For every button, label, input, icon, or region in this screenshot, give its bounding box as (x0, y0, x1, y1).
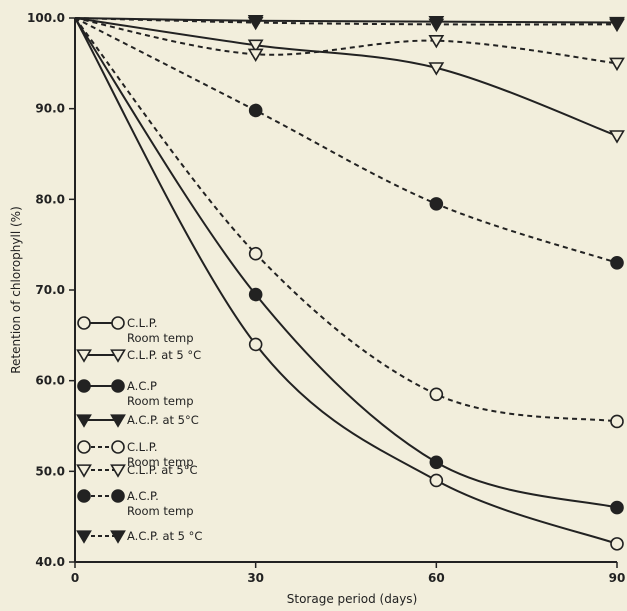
y-tick-label: 70.0 (35, 283, 65, 297)
series-line (74, 17, 618, 509)
legend-label: C.L.P. (127, 440, 158, 454)
series-group (74, 15, 625, 551)
x-axis-title: Storage period (days) (287, 592, 418, 606)
data-point (248, 337, 263, 352)
data-point (609, 130, 625, 144)
legend-item: C.L.P. at 5°C (76, 463, 198, 478)
data-point (609, 18, 625, 33)
legend-marker-left (77, 489, 91, 503)
legend-marker-left (76, 349, 92, 363)
legend-marker-left (77, 379, 91, 393)
legend-item: A.C.P.Room temp (77, 489, 194, 518)
data-point (428, 34, 445, 49)
legend-label-line2: Room temp (127, 331, 194, 345)
y-tick-label: 60.0 (35, 374, 65, 388)
x-tick-label: 0 (71, 571, 79, 585)
legend-label: C.L.P. at 5 °C (127, 348, 201, 362)
series (74, 17, 624, 515)
legend-item: A.C.P. at 5 °C (76, 529, 202, 544)
series (74, 17, 625, 72)
legend-label: A.C.P. at 5°C (127, 413, 199, 427)
data-point (428, 62, 445, 76)
data-point (248, 287, 263, 302)
legend-item: C.L.P.Room temp (77, 316, 194, 345)
series-line (74, 17, 618, 423)
legend-label: C.L.P. at 5°C (127, 463, 198, 477)
data-point (610, 414, 624, 429)
legend-item: A.C.P. at 5°C (76, 413, 199, 428)
data-point (610, 255, 624, 270)
legend-marker-right (110, 414, 126, 428)
legend-marker-left (76, 464, 92, 478)
legend-marker-right (111, 440, 125, 454)
data-point (247, 16, 264, 31)
data-point (428, 18, 445, 33)
data-point (247, 48, 264, 63)
data-point (248, 246, 263, 261)
legend-marker-left (77, 316, 91, 330)
legend-label-line2: Room temp (127, 455, 194, 469)
x-tick-label: 60 (428, 571, 445, 585)
legend-marker-left (77, 440, 91, 454)
legend-label: A.C.P. (127, 489, 159, 503)
series (74, 17, 624, 270)
y-tick-label: 50.0 (35, 464, 65, 478)
series (74, 17, 625, 144)
data-point (429, 473, 444, 488)
legend-marker-right (111, 489, 125, 503)
y-axis-title: Retention of chlorophyll (%) (9, 206, 23, 374)
y-tick-label: 80.0 (35, 192, 65, 206)
series-line (74, 17, 618, 545)
legend-label: C.L.P. (127, 316, 158, 330)
legend-marker-right (110, 349, 126, 363)
data-point (429, 455, 444, 470)
data-point (429, 197, 444, 211)
x-tick-label: 30 (247, 571, 264, 585)
series-line (74, 17, 618, 264)
legend-item: C.L.P.Room temp (77, 440, 194, 469)
legend-marker-right (110, 530, 126, 544)
series-line (74, 17, 618, 26)
legend-marker-right (111, 316, 125, 330)
legend-item: C.L.P. at 5 °C (76, 348, 201, 363)
series (74, 15, 625, 31)
data-point (248, 103, 263, 118)
series-line (74, 17, 618, 65)
series-line (74, 17, 618, 24)
data-point (610, 500, 624, 515)
data-point (429, 387, 444, 402)
data-point (247, 39, 264, 53)
series (74, 17, 624, 429)
data-point (609, 57, 625, 72)
y-tick-label: 100.0 (27, 11, 65, 25)
legend-label: A.C.P. at 5 °C (127, 529, 202, 543)
y-tick-label: 90.0 (35, 102, 65, 116)
legend-label-line2: Room temp (127, 504, 194, 518)
data-point (610, 537, 624, 551)
x-tick-label: 90 (609, 571, 626, 585)
legend-marker-left (76, 530, 92, 544)
legend-marker-left (76, 414, 92, 428)
series (74, 16, 625, 33)
legend-label-line2: Room temp (127, 394, 194, 408)
legend-marker-right (110, 464, 126, 478)
y-tick-label: 40.0 (35, 555, 65, 569)
series-line (74, 17, 618, 137)
legend-marker-right (111, 379, 125, 393)
legend-label: A.C.P (127, 379, 157, 393)
axes: 40.0 50.0 60.0 70.0 80.0 90.0 100.0 0 30 60 90 (27, 11, 625, 585)
series (74, 17, 624, 551)
